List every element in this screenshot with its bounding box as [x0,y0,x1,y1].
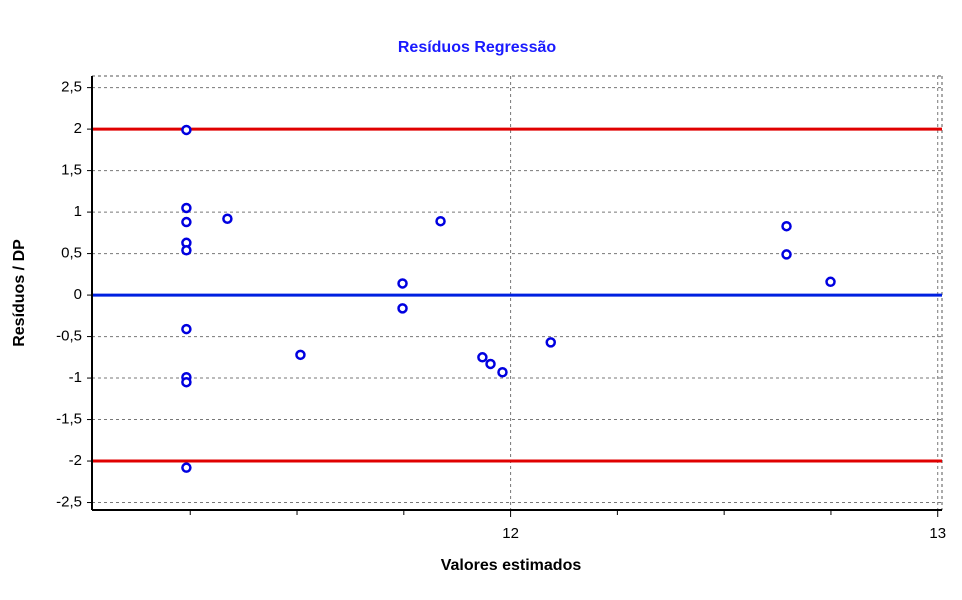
y-tick-label: 0,5 [61,245,82,262]
chart-title: Resíduos Regressão [398,39,557,56]
point [181,124,192,136]
y-tick-label: 2,5 [61,79,82,96]
point [545,337,556,348]
y-tick-label: 2 [74,120,82,137]
point [485,358,496,370]
point [397,303,408,314]
y-tick-label: 0 [74,286,82,303]
y-tick-label: 1 [74,203,82,220]
point [477,352,488,363]
point [222,213,233,224]
y-tick-label: -1 [69,369,82,386]
point [435,215,446,227]
y-tick-label: -2 [69,452,82,469]
y-tick-label: -1,5 [56,411,82,428]
point [181,216,192,228]
x-axis-label: Valores estimados [441,557,582,574]
y-tick-label: 1,5 [61,162,82,179]
point [825,276,836,288]
y-tick-label: -0,5 [56,328,82,345]
y-tick-label: -2,5 [56,494,82,511]
point [781,220,792,232]
point [181,323,192,335]
point [181,462,192,473]
point [397,278,408,289]
y-axis-label: Resíduos / DP [11,239,28,347]
point [497,366,508,378]
point [181,202,192,214]
x-tick-label: 12 [502,525,519,542]
x-tick-label: 13 [929,525,946,542]
point [295,349,306,361]
point [181,245,192,256]
point [181,376,192,388]
point [781,249,792,260]
